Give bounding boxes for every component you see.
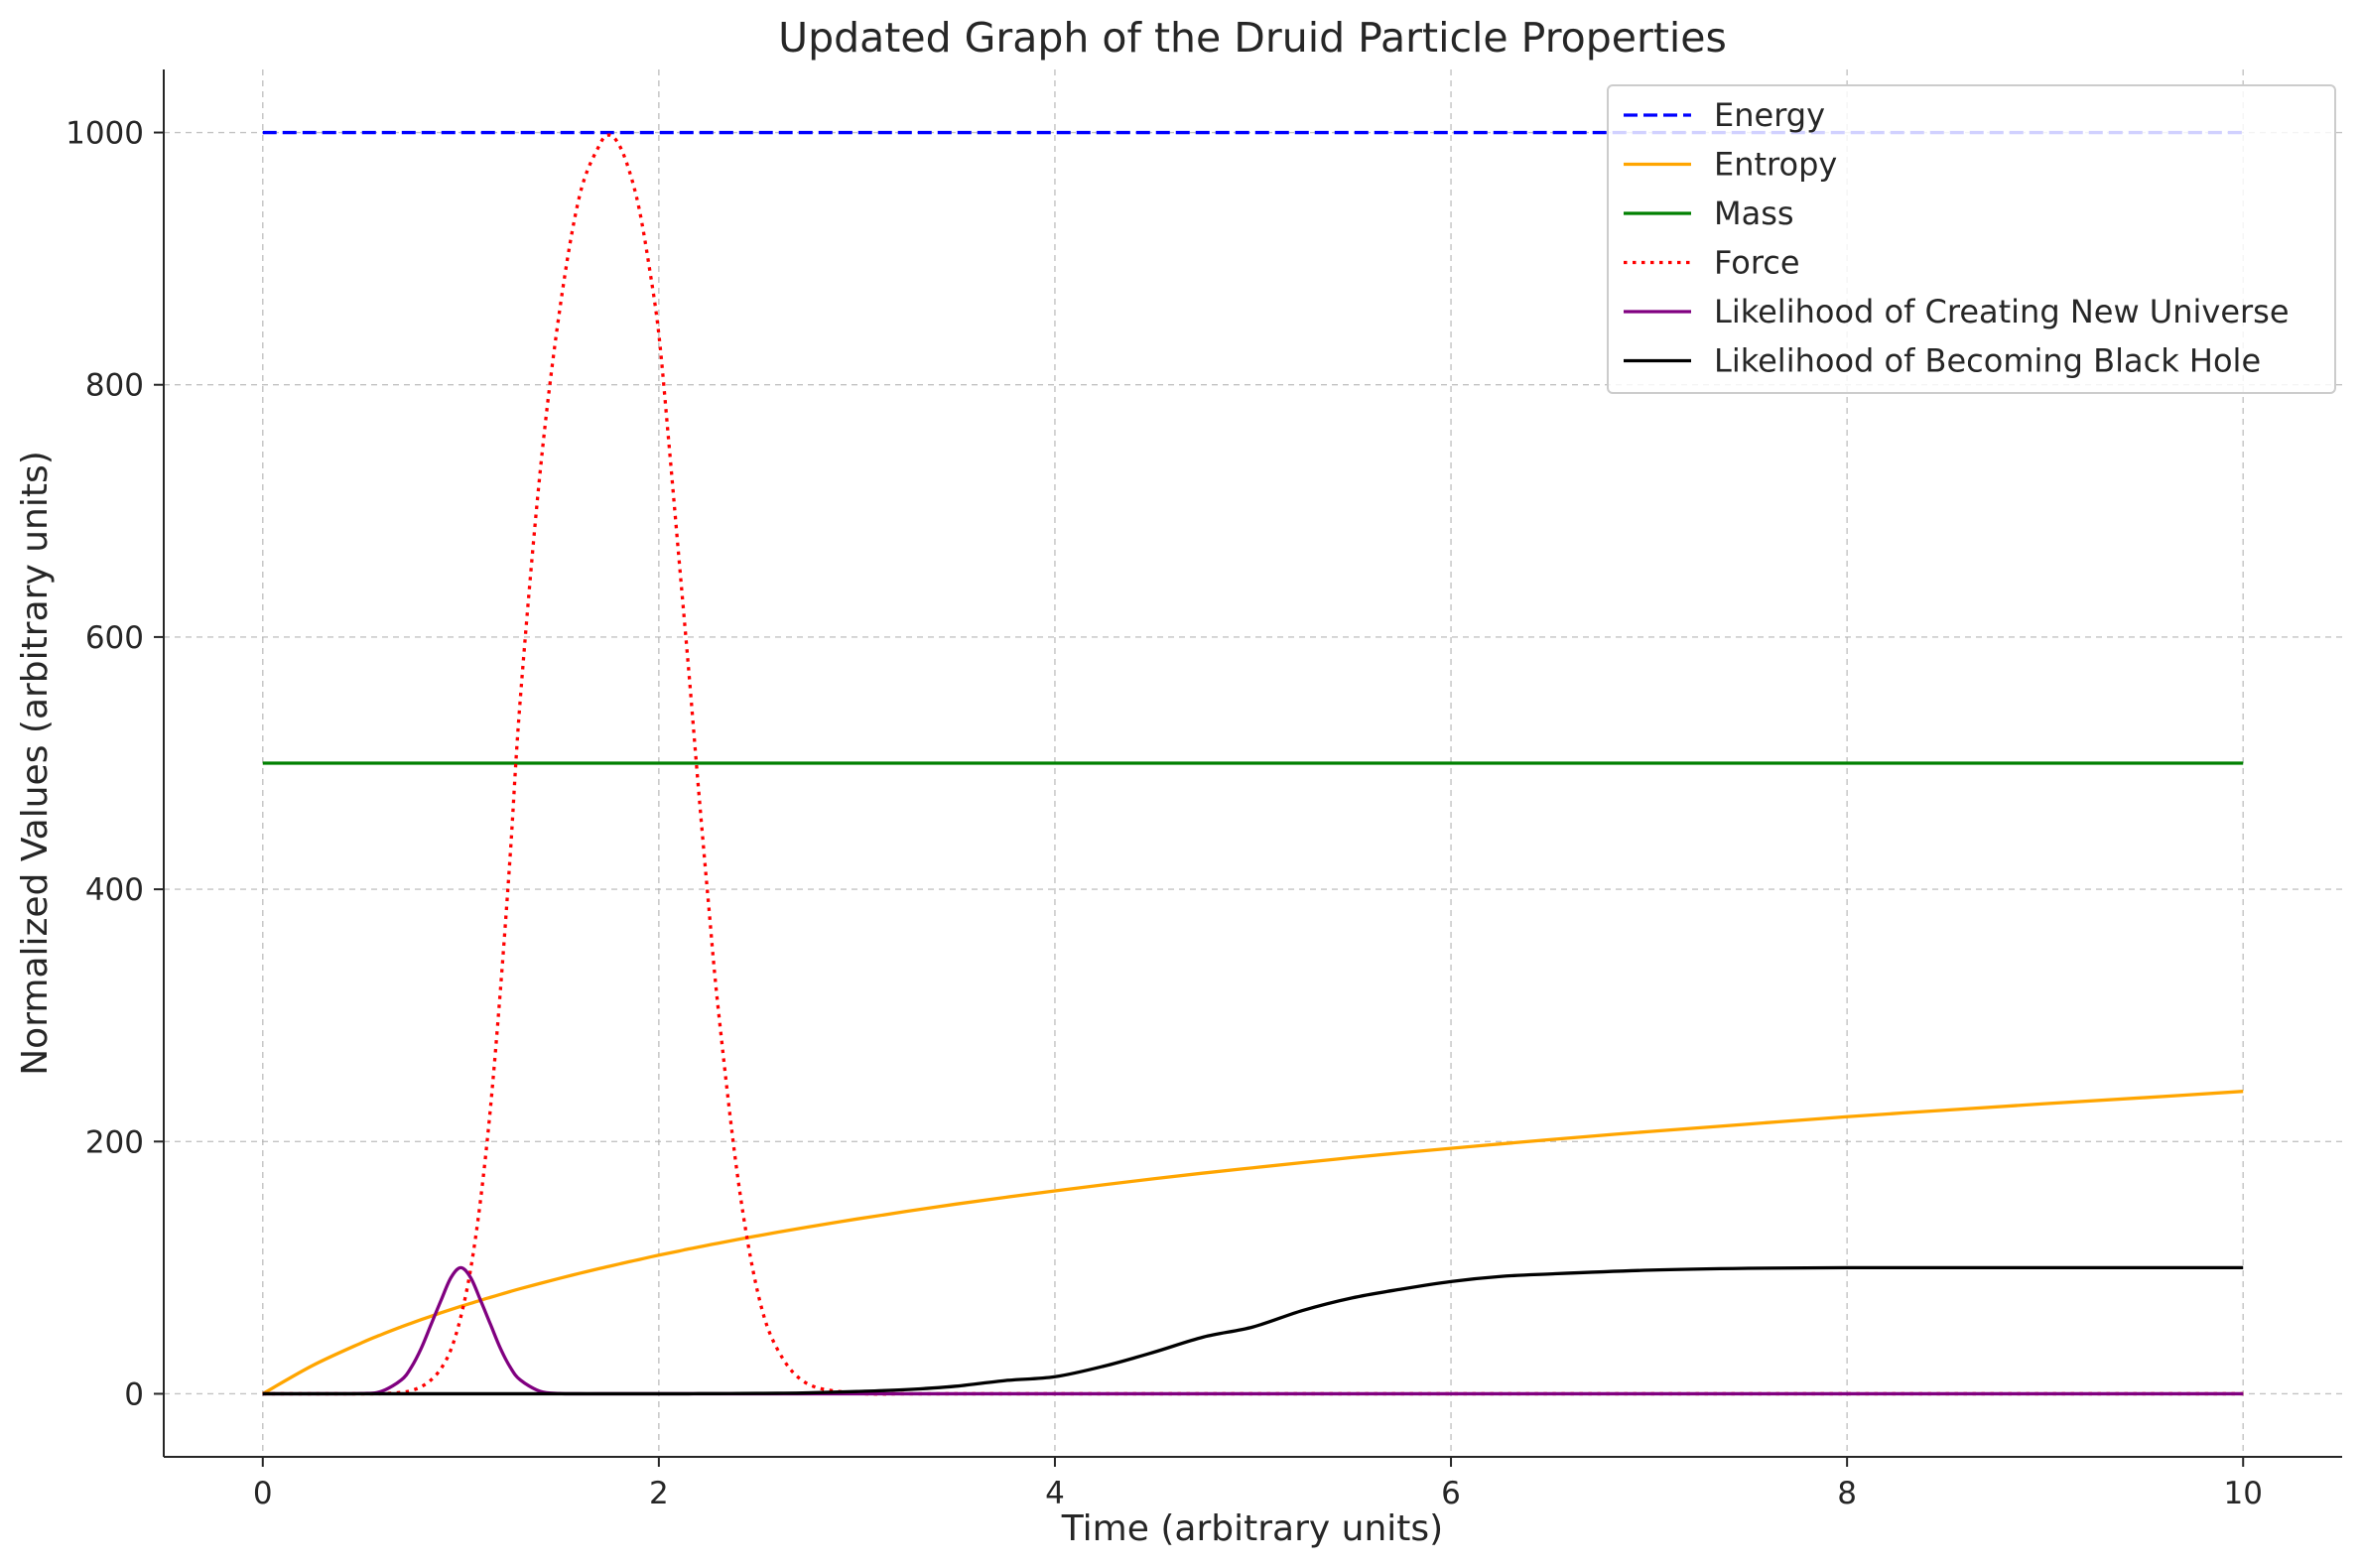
chart-title: Updated Graph of the Druid Particle Prop… [778,14,1727,62]
axes-spines [163,69,2342,1458]
legend-label-force: Force [1714,244,1800,282]
y-tick-label: 0 [124,1376,144,1412]
y-tick-label: 1000 [66,116,144,152]
legend-label-likelihood-of-becoming-black-hole: Likelihood of Becoming Black Hole [1714,342,2261,380]
y-axis-label: Normalized Values (arbitrary units) [15,451,56,1076]
legend-label-energy: Energy [1714,96,1825,134]
y-tick-label: 800 [85,368,144,404]
series-line-entropy [261,1090,2244,1395]
y-tick-label: 600 [85,620,144,656]
legend-label-likelihood-of-creating-new-universe: Likelihood of Creating New Universe [1714,293,2290,330]
legend-label-entropy: Entropy [1714,146,1837,184]
x-axis-label: Time (arbitrary units) [1061,1508,1443,1549]
y-tick-label: 200 [85,1124,144,1160]
x-tick-label: 2 [649,1476,669,1511]
series-line-likelihood-of-becoming-black-hole [262,1265,2244,1396]
series-line-likelihood-of-creating-new-universe [262,1265,2244,1396]
x-tick-label: 10 [2224,1476,2263,1511]
y-tick-label: 400 [85,872,144,908]
ticks: 0 2 4 6 8 10 0 200 400 600 800 1000 [66,116,2263,1511]
x-tick-label: 6 [1441,1476,1461,1511]
x-tick-label: 8 [1837,1476,1857,1511]
legend-box [1607,84,2336,394]
x-tick-label: 4 [1045,1476,1065,1511]
series-lines [261,130,2244,1396]
legend: Energy Entropy Mass Force Likelihood of Crea… [1607,84,2336,394]
legend-label-mass: Mass [1714,195,1794,232]
x-tick-label: 0 [253,1476,273,1511]
